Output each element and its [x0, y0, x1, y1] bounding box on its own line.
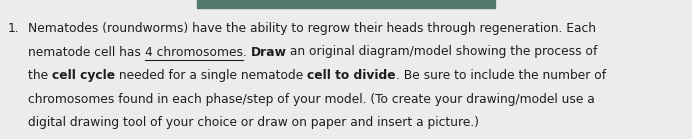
Text: cell to divide: cell to divide	[307, 69, 396, 82]
Text: .: .	[243, 45, 251, 59]
Text: 4 chromosomes: 4 chromosomes	[145, 45, 243, 59]
Text: Draw: Draw	[251, 45, 286, 59]
Text: nematode cell has: nematode cell has	[28, 45, 145, 59]
Text: . Be sure to include the number of: . Be sure to include the number of	[396, 69, 606, 82]
Text: an original diagram/model showing the process of: an original diagram/model showing the pr…	[286, 45, 598, 59]
Text: the: the	[28, 69, 52, 82]
Text: needed for a single nematode: needed for a single nematode	[115, 69, 307, 82]
Text: Nematodes (roundworms) have the ability to regrow their heads through regenerati: Nematodes (roundworms) have the ability …	[28, 22, 596, 35]
Text: 1.: 1.	[8, 22, 19, 35]
Bar	[197, 0, 495, 8]
Text: digital drawing tool of your choice or draw on paper and insert a picture.): digital drawing tool of your choice or d…	[28, 116, 479, 129]
Text: chromosomes found in each phase/step of your model. (To create your drawing/mode: chromosomes found in each phase/step of …	[28, 92, 594, 106]
Text: cell cycle: cell cycle	[52, 69, 115, 82]
